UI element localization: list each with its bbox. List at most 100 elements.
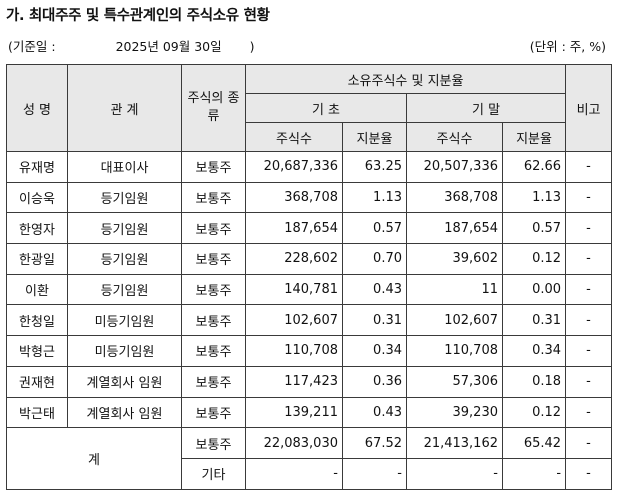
cell-note: - [565, 243, 613, 275]
cell-end-shares: 102,607 [406, 304, 503, 337]
cell-begin-shares: 139,211 [245, 396, 343, 429]
total-common-type: 보통주 [181, 427, 246, 459]
total-other-begin-shares: - [245, 457, 343, 490]
header-end-shares: 주식수 [406, 122, 503, 152]
table-row: 박근태 계열회사 임원 보통주 139,211 0.43 39,230 0.12… [6, 396, 613, 429]
cell-name: 한영자 [6, 212, 68, 245]
cell-end-shares: 20,507,336 [406, 151, 503, 183]
page-title: 가. 최대주주 및 특수관계인의 주식소유 현황 [6, 8, 270, 24]
cell-note: - [565, 365, 613, 398]
cell-relation: 계열회사 임원 [67, 396, 182, 429]
cell-begin-ratio: 0.70 [342, 243, 407, 275]
cell-begin-shares: 228,602 [245, 243, 343, 275]
total-row-other: 기타 - - - - - [7, 457, 613, 490]
base-date-close: ) [249, 39, 255, 54]
header-stock-type: 주식의 종류 [181, 64, 246, 152]
total-common-end-ratio: 65.42 [501, 427, 567, 459]
cell-end-ratio: 0.18 [501, 365, 567, 398]
cell-begin-shares: 110,708 [245, 335, 343, 367]
cell-type: 보통주 [181, 212, 246, 245]
total-common-begin-ratio: 67.52 [342, 427, 407, 459]
cell-begin-shares: 140,781 [245, 273, 343, 306]
table-row: 이승욱 등기임원 보통주 368,708 1.13 368,708 1.13 - [6, 181, 613, 214]
cell-type: 보통주 [181, 304, 246, 337]
total-other-begin-ratio: - [342, 457, 407, 490]
table-row: 권재현 계열회사 임원 보통주 117,423 0.36 57,306 0.18… [6, 365, 613, 398]
cell-begin-ratio: 0.34 [342, 335, 407, 367]
cell-end-ratio: 0.00 [501, 273, 567, 306]
cell-begin-shares: 368,708 [245, 181, 343, 214]
shareholding-table: 성 명 관 계 주식의 종류 소유주식수 및 지분율 비고 기 초 기 말 주식… [6, 64, 613, 490]
cell-note: - [565, 335, 613, 367]
cell-begin-ratio: 1.13 [342, 181, 407, 214]
cell-name: 이승욱 [6, 181, 68, 214]
cell-note: - [565, 181, 613, 214]
cell-note: - [565, 304, 613, 337]
cell-end-ratio: 0.57 [501, 212, 567, 245]
header-relation: 관 계 [67, 64, 182, 152]
cell-begin-shares: 20,687,336 [245, 151, 343, 183]
cell-end-ratio: 62.66 [501, 151, 567, 183]
cell-name: 이환 [6, 273, 68, 306]
cell-type: 보통주 [181, 243, 246, 275]
total-other-end-ratio: - [501, 457, 567, 490]
total-row-common: 계 보통주 22,083,030 67.52 21,413,162 65.42 … [6, 427, 613, 490]
cell-begin-ratio: 63.25 [342, 151, 407, 183]
cell-note: - [565, 151, 613, 183]
cell-type: 보통주 [181, 396, 246, 429]
cell-relation: 등기임원 [67, 212, 182, 245]
total-other-end-shares: - [406, 457, 503, 490]
cell-end-shares: 368,708 [406, 181, 503, 214]
cell-end-shares: 187,654 [406, 212, 503, 245]
total-other-note: - [565, 457, 613, 490]
cell-name: 박근태 [6, 396, 68, 429]
cell-name: 박형근 [6, 335, 68, 367]
header-end-ratio: 지분율 [501, 122, 567, 152]
cell-begin-ratio: 0.57 [342, 212, 407, 245]
base-date-value: 2025년 09월 30일 [115, 39, 222, 54]
cell-relation: 등기임원 [67, 181, 182, 214]
cell-relation: 미등기임원 [67, 335, 182, 367]
table-row: 한광일 등기임원 보통주 228,602 0.70 39,602 0.12 - [6, 243, 613, 275]
cell-begin-shares: 117,423 [245, 365, 343, 398]
cell-type: 보통주 [181, 151, 246, 183]
header-begin-ratio: 지분율 [342, 122, 407, 152]
total-other-type: 기타 [181, 457, 246, 490]
header-begin-shares: 주식수 [245, 122, 343, 152]
cell-note: - [565, 396, 613, 429]
cell-note: - [565, 212, 613, 245]
table-row: 이환 등기임원 보통주 140,781 0.43 11 0.00 - [6, 273, 613, 306]
total-common-end-shares: 21,413,162 [406, 427, 503, 459]
cell-end-shares: 11 [406, 273, 503, 306]
cell-end-shares: 39,602 [406, 243, 503, 275]
cell-relation: 등기임원 [67, 243, 182, 275]
header-ownership: 소유주식수 및 지분율 [244, 64, 567, 94]
header-begin: 기 초 [245, 93, 407, 123]
cell-end-ratio: 0.12 [501, 396, 567, 429]
total-common-note: - [565, 427, 613, 459]
header-name: 성 명 [6, 64, 68, 152]
cell-relation: 미등기임원 [67, 304, 182, 337]
table-row: 한영자 등기임원 보통주 187,654 0.57 187,654 0.57 - [6, 212, 613, 245]
cell-type: 보통주 [181, 365, 246, 398]
cell-end-shares: 39,230 [406, 396, 503, 429]
cell-name: 유재명 [6, 151, 68, 183]
total-label: 계 [6, 427, 182, 490]
cell-name: 한청일 [6, 304, 68, 337]
cell-end-ratio: 1.13 [501, 181, 567, 214]
total-common-begin-shares: 22,083,030 [245, 427, 343, 459]
table-row: 유재명 대표이사 보통주 20,687,336 63.25 20,507,336… [6, 151, 613, 183]
header-end: 기 말 [405, 93, 567, 123]
table-row: 박형근 미등기임원 보통주 110,708 0.34 110,708 0.34 … [6, 335, 613, 367]
cell-end-ratio: 0.34 [501, 335, 567, 367]
cell-begin-shares: 102,607 [245, 304, 343, 337]
unit-label: (단위 : 주, %) [529, 39, 606, 54]
cell-end-ratio: 0.31 [501, 304, 567, 337]
cell-begin-ratio: 0.36 [342, 365, 407, 398]
cell-name: 한광일 [6, 243, 68, 275]
cell-end-shares: 57,306 [406, 365, 503, 398]
cell-type: 보통주 [181, 335, 246, 367]
cell-note: - [565, 273, 613, 306]
cell-type: 보통주 [181, 181, 246, 214]
cell-name: 권재현 [6, 365, 68, 398]
